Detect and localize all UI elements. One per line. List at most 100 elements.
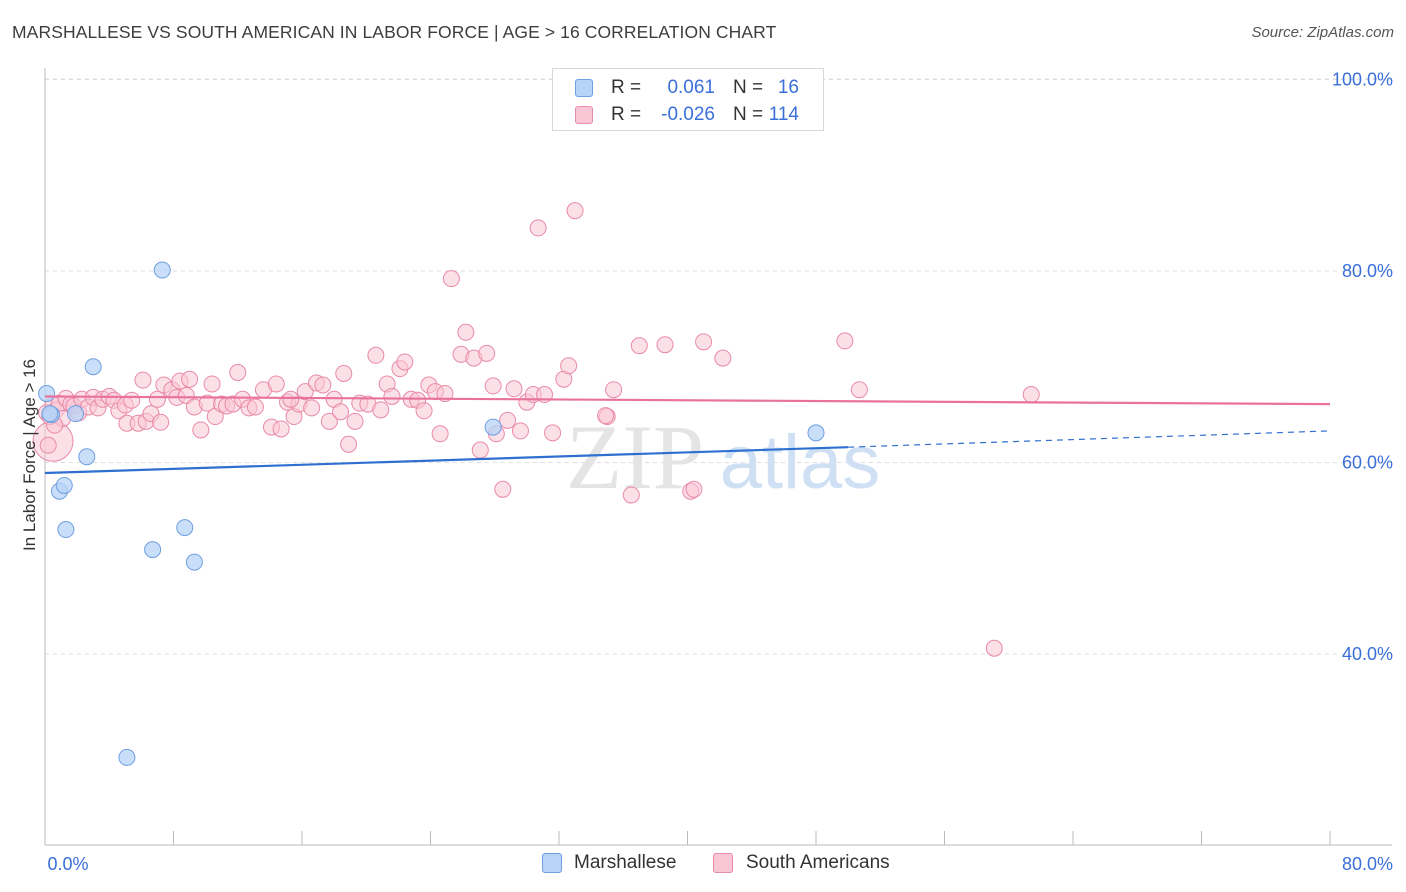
source-label: Source: ZipAtlas.com (1251, 24, 1394, 41)
data-point (296, 383, 314, 401)
data-point (566, 202, 584, 220)
grid-layer (45, 78, 1392, 655)
data-point (229, 363, 247, 381)
r-label: R = (611, 77, 642, 98)
y-tick-labels: 40.0% 60.0% 80.0% 100.0% (1332, 70, 1393, 665)
r-label: R = (611, 104, 642, 125)
legend-row-south-americans: R = -0.026 N = 114 (553, 100, 823, 126)
data-point (57, 521, 75, 539)
data-point (560, 357, 578, 375)
data-point (372, 401, 390, 419)
data-point (442, 270, 460, 288)
data-point (656, 336, 674, 354)
data-point (152, 413, 170, 431)
data-point (396, 353, 414, 371)
south-americans-legend-swatch (713, 853, 733, 873)
data-point (505, 380, 523, 398)
n-value: 114 (768, 104, 799, 125)
data-point (78, 448, 96, 466)
data-point (597, 407, 615, 425)
data-point (272, 420, 290, 438)
data-point (471, 441, 489, 459)
marshallese-swatch (575, 79, 593, 97)
x-tick-label-left: 0.0% (47, 854, 88, 874)
data-point (67, 405, 85, 423)
data-point (457, 323, 475, 341)
data-point (511, 422, 529, 440)
data-point (1022, 386, 1040, 404)
data-point (499, 411, 517, 429)
data-point (314, 376, 332, 394)
y-tick-label: 80.0% (1342, 261, 1393, 281)
data-point (148, 390, 166, 408)
data-point (134, 371, 152, 389)
n-label: N = (733, 104, 764, 125)
data-point (714, 349, 732, 367)
data-point (123, 391, 141, 409)
data-point (192, 421, 210, 439)
data-point (176, 519, 194, 537)
data-point (144, 541, 162, 559)
data-point (346, 412, 364, 430)
data-point (529, 219, 547, 237)
legend-label: South Americans (746, 852, 890, 873)
watermark-atlas: atlas (720, 420, 881, 505)
y-axis-label: In Labor Force | Age > 16 (20, 359, 39, 551)
south-americans-series (32, 202, 1040, 657)
y-tick-label: 60.0% (1342, 453, 1393, 473)
data-point (415, 402, 433, 420)
chart-title: MARSHALLESE VS SOUTH AMERICAN IN LABOR F… (12, 22, 777, 42)
data-point (850, 381, 868, 399)
data-point (494, 480, 512, 498)
marshallese-trend-extension (848, 430, 1331, 448)
y-tick-label: 100.0% (1332, 70, 1393, 90)
data-point (41, 405, 59, 423)
correlation-legend: R = 0.061 N = 16 R = -0.026 N = 114 (552, 68, 824, 131)
data-point (630, 337, 648, 355)
data-point (181, 370, 199, 388)
data-point (807, 424, 825, 442)
data-point (267, 375, 285, 393)
data-point (39, 436, 57, 454)
data-point (38, 385, 56, 403)
x-tick-label-right: 80.0% (1342, 854, 1393, 874)
data-point (985, 639, 1003, 657)
data-point (383, 387, 401, 405)
data-point (622, 486, 640, 504)
data-point (484, 377, 502, 395)
data-point (340, 435, 358, 453)
data-point (185, 553, 203, 571)
data-point (282, 390, 300, 408)
data-point (335, 364, 353, 382)
south-americans-trend-line (44, 395, 1331, 406)
data-point (246, 398, 264, 416)
marshallese-series (38, 261, 825, 766)
r-value: 0.061 (667, 77, 715, 98)
data-point (478, 344, 496, 362)
data-point (695, 333, 713, 351)
data-point (431, 425, 449, 443)
axes-layer (44, 68, 1392, 846)
data-point (177, 386, 195, 404)
data-point (544, 424, 562, 442)
marshallese-trend-line (44, 446, 849, 475)
legend-label: Marshallese (574, 852, 677, 873)
data-point (836, 332, 854, 350)
data-point (84, 358, 102, 376)
data-point (685, 480, 703, 498)
n-label: N = (733, 77, 764, 98)
data-point (55, 476, 73, 494)
data-point (203, 375, 221, 393)
r-value: -0.026 (661, 104, 715, 125)
data-point (484, 418, 502, 436)
data-point (153, 261, 171, 279)
data-point (605, 381, 623, 399)
y-tick-label: 40.0% (1342, 644, 1393, 664)
data-point (367, 346, 385, 364)
legend-row-marshallese: R = 0.061 N = 16 (553, 73, 823, 99)
south-americans-swatch (575, 106, 593, 124)
marshallese-legend-swatch (542, 853, 562, 873)
data-point (303, 399, 321, 417)
n-value: 16 (777, 77, 799, 98)
